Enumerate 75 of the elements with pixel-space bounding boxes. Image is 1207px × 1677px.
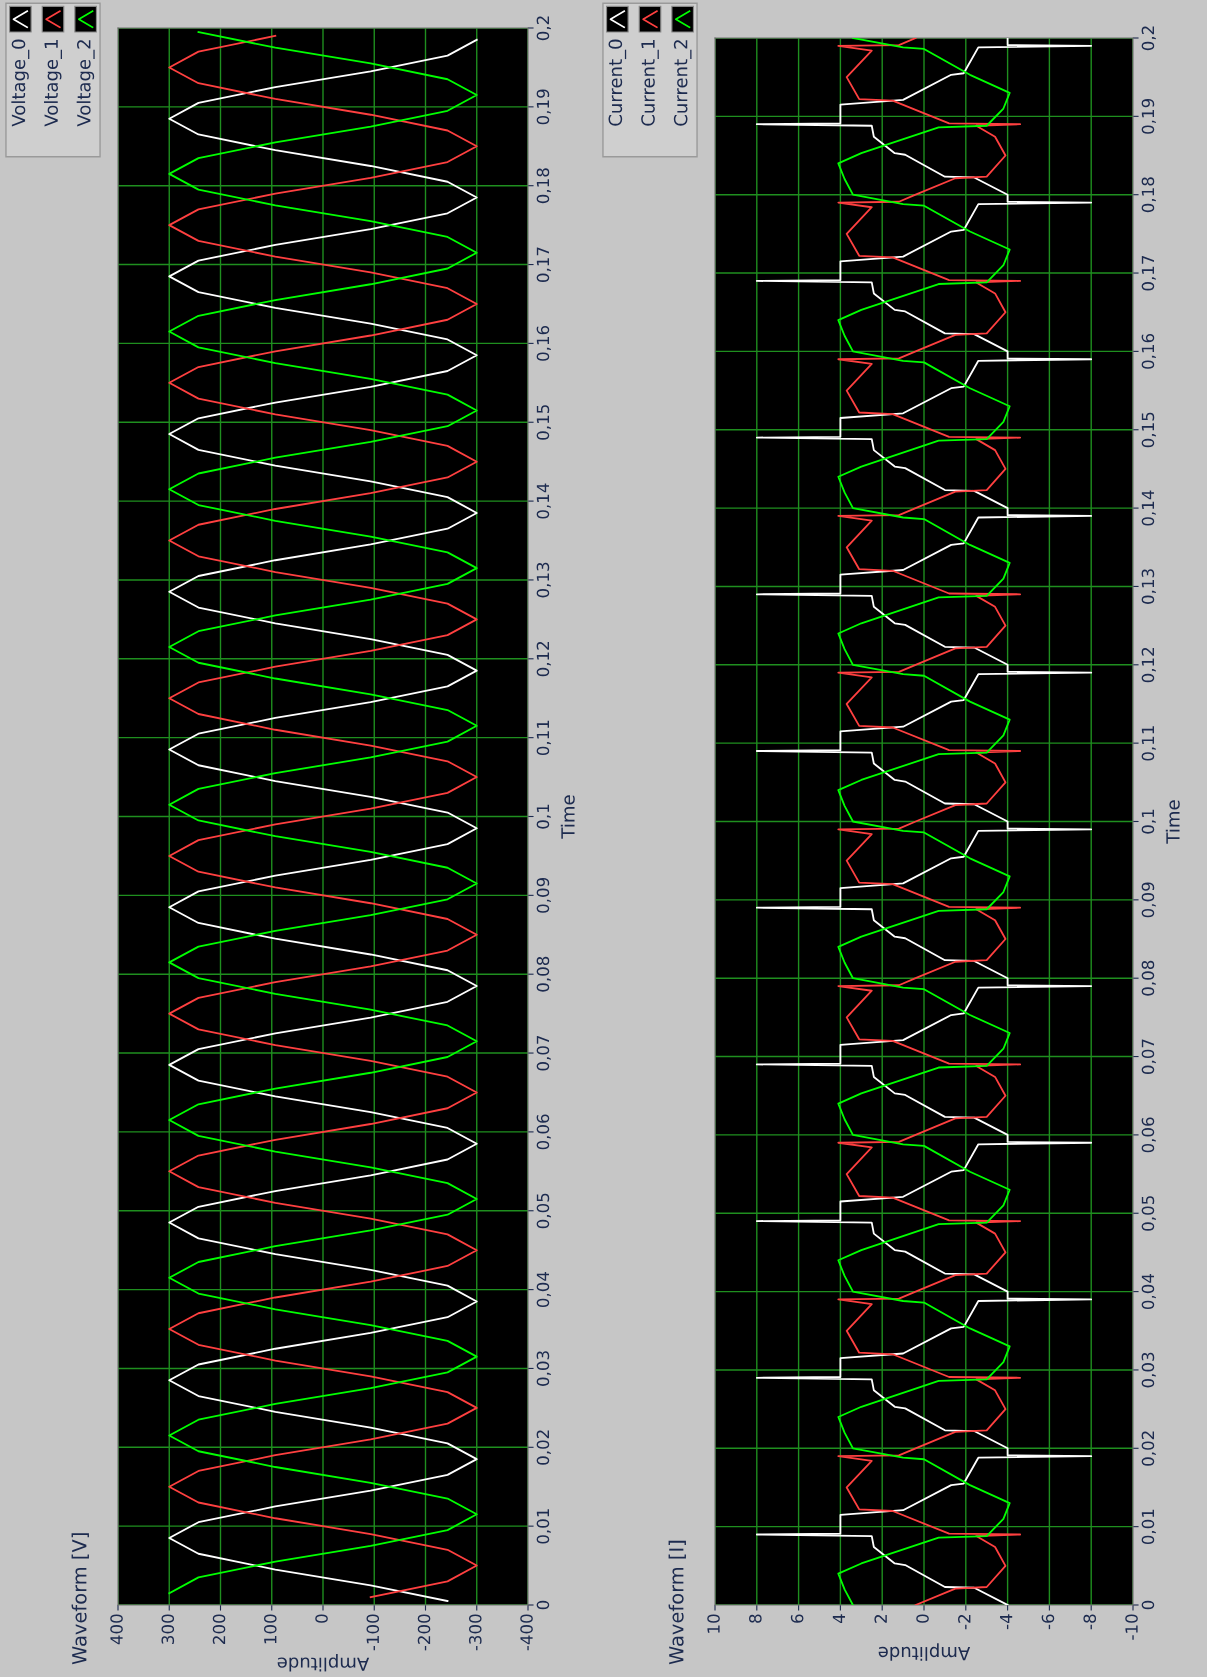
y-tick-label: 0,14 <box>1141 490 1156 526</box>
y-tick-label: 0,11 <box>1141 726 1156 761</box>
legend-label: Current_0 <box>608 39 627 126</box>
x-tick-label: -400 <box>520 1614 533 1651</box>
y-tick-label: 0,13 <box>536 562 551 598</box>
y-tick-label: 0,2 <box>536 16 551 41</box>
x-tick-label: -8 <box>1083 1614 1097 1630</box>
y-tick-label: 0,02 <box>536 1430 551 1465</box>
x-tick-label: -4 <box>1000 1614 1013 1630</box>
y-tick-label: 0,08 <box>536 956 551 992</box>
y-tick-label: 0 <box>536 1600 550 1610</box>
y-tick-label: 0,16 <box>536 325 551 361</box>
legend-label: Voltage_2 <box>76 40 95 127</box>
x-tick-label: 200 <box>212 1614 226 1644</box>
x-tick-label: -200 <box>417 1614 431 1651</box>
y-tick-label: 0,13 <box>1141 569 1156 604</box>
y-tick-label: 0,06 <box>1141 1117 1156 1153</box>
x-tick-label: -300 <box>468 1614 482 1651</box>
y-tick-label: 0,15 <box>1141 412 1156 448</box>
x-tick-label: 100 <box>263 1614 277 1644</box>
x-tick-label: -10 <box>1125 1614 1138 1640</box>
y-tick-label: 0,1 <box>1141 809 1156 834</box>
y-tick-label: 0,03 <box>536 1351 551 1386</box>
x-tick-label: 10 <box>707 1614 720 1633</box>
y-tick-label: 0,04 <box>1141 1273 1156 1310</box>
legend-label: Voltage_0 <box>11 39 30 127</box>
x-tick-label: -2 <box>958 1615 971 1630</box>
y-tick-label: 0,09 <box>1141 882 1156 918</box>
y-tick-label: 0,18 <box>536 168 551 204</box>
y-tick-label: 0,09 <box>536 877 551 913</box>
y-tick-label: 0,19 <box>536 89 551 125</box>
y-tick-label: 0,05 <box>536 1193 551 1229</box>
y-tick-label: 0,2 <box>1141 26 1156 51</box>
x-tick-label: 400 <box>110 1614 123 1645</box>
legend-label: Current_2 <box>673 40 692 126</box>
y-tick-label: 0,06 <box>536 1114 551 1150</box>
x-axis-title: Amplitude <box>277 1653 370 1672</box>
y-tick-label: 0,14 <box>536 483 551 519</box>
line-series <box>755 38 1093 1605</box>
text: Waveform [I] <box>668 1540 686 1665</box>
y-tick-label: 0,16 <box>1141 333 1156 369</box>
y-tick-label: 0,1 <box>536 804 551 829</box>
y-tick-label: 0,18 <box>1141 177 1156 213</box>
y-tick-label: 0,11 <box>536 720 551 756</box>
y-tick-label: 0 <box>1141 1600 1155 1610</box>
x-tick-label: 6 <box>790 1614 804 1623</box>
y-tick-label: 0,17 <box>536 247 551 283</box>
y-tick-label: 0,04 <box>536 1271 551 1308</box>
x-tick-label: -100 <box>366 1614 380 1651</box>
x-tick-label: 8 <box>749 1614 762 1623</box>
y-tick-label: 0,05 <box>1141 1196 1156 1231</box>
y-tick-label: 0,08 <box>1141 960 1156 996</box>
y-tick-label: 0,01 <box>536 1509 551 1544</box>
x-axis-title: Amplitude <box>878 1643 971 1661</box>
y-tick-label: 0,02 <box>1141 1431 1156 1466</box>
x-tick-label: -6 <box>1041 1614 1055 1630</box>
y-axis-title: Time <box>1165 800 1180 844</box>
y-tick-label: 0,01 <box>1141 1509 1156 1545</box>
legend-label: Current_1 <box>641 40 659 126</box>
x-tick-label: 0 <box>315 1614 328 1623</box>
x-tick-label: 4 <box>832 1614 845 1624</box>
x-tick-label: 0 <box>916 1614 929 1623</box>
y-tick-label: 0,07 <box>1141 1039 1156 1075</box>
x-tick-label: 300 <box>161 1614 175 1644</box>
y-tick-label: 0,15 <box>536 405 551 440</box>
x-tick-label: 2 <box>874 1615 887 1623</box>
text: Waveform [V] <box>71 1533 89 1665</box>
legend-label: Voltage_1 <box>44 40 62 127</box>
y-tick-label: 0,12 <box>1141 647 1156 683</box>
y-tick-label: 0,19 <box>1141 98 1156 134</box>
y-tick-label: 0,17 <box>1141 255 1156 291</box>
y-tick-label: 0,12 <box>536 641 551 677</box>
y-tick-label: 0,07 <box>536 1035 551 1071</box>
y-axis-title: Time <box>560 795 575 839</box>
y-tick-label: 0,03 <box>1141 1352 1156 1388</box>
